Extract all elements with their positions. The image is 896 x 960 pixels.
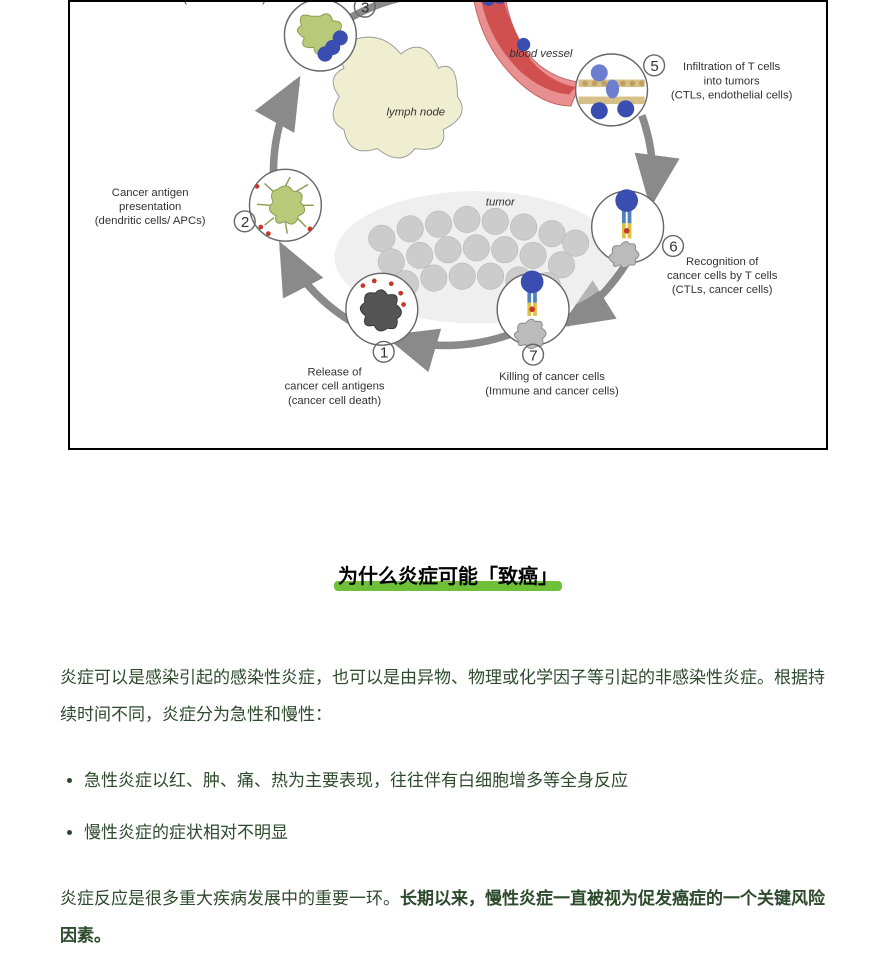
immunity-cycle-diagram: lymph node blood vessel (68, 0, 828, 450)
section-title-wrap: 为什么炎症可能「致癌」 (60, 560, 836, 589)
tumor-label: tumor (486, 196, 516, 208)
paragraph-1: 炎症可以是感染引起的感染性炎症，也可以是由异物、物理或化学因子等引起的非感染性炎… (60, 659, 836, 734)
step-1: 1 Release of cancer cell antigens (cance… (284, 273, 417, 406)
step-1-l1: Release of (307, 366, 362, 378)
blood-vessel-label: blood vessel (509, 48, 572, 60)
apcs-tcells-label: (APCs & T cells) (183, 2, 266, 5)
cycle-svg: lymph node blood vessel (90, 2, 806, 418)
step-5-l3: (CTLs, endothelial cells) (671, 89, 793, 101)
step-7-l2: (Immune and cancer cells) (485, 385, 619, 397)
step-2: 2 Cancer antigen presentation (dendritic… (95, 169, 322, 241)
lymph-node-label: lymph node (387, 106, 446, 118)
step-3-num: 3 (361, 2, 369, 16)
step-1-num: 1 (380, 344, 388, 361)
lymph-node-shape (333, 37, 462, 158)
step-5: 5 Infiltration of T cells into tumors (C… (576, 54, 793, 126)
step-1-l3: (cancer cell death) (288, 395, 381, 407)
step-7-l1: Killing of cancer cells (499, 371, 605, 383)
step-6-l2: cancer cells by T cells (667, 270, 778, 282)
step-6: 6 Recognition of cancer cells by T cells… (592, 189, 778, 296)
paragraph-2: 炎症反应是很多重大疾病发展中的重要一环。长期以来，慢性炎症一直被视为促发癌症的一… (60, 880, 836, 955)
section-title: 为什么炎症可能「致癌」 (334, 560, 562, 589)
step-1-l2: cancer cell antigens (284, 381, 384, 393)
p2-intro: 炎症反应是很多重大疾病发展中的重要一环。 (60, 889, 400, 908)
step-5-l2: into tumors (704, 75, 760, 87)
list-item: 急性炎症以红、肿、痛、热为主要表现，往往伴有白细胞增多等全身反应 (84, 764, 836, 798)
step-2-l3: (dendritic cells/ APCs) (95, 215, 206, 227)
step-2-l2: presentation (119, 201, 181, 213)
step-7-num: 7 (529, 347, 537, 364)
step-6-num: 6 (669, 239, 677, 256)
list-item: 慢性炎症的症状相对不明显 (84, 816, 836, 850)
step-5-l1: Infiltration of T cells (683, 61, 781, 73)
step-6-l1: Recognition of (686, 256, 759, 268)
step-6-l3: (CTLs, cancer cells) (672, 284, 773, 296)
step-5-num: 5 (650, 58, 658, 75)
bullet-list: 急性炎症以红、肿、痛、热为主要表现，往往伴有白细胞增多等全身反应 慢性炎症的症状… (84, 764, 836, 850)
step-2-l1: Cancer antigen (112, 187, 189, 199)
step-2-num: 2 (241, 214, 249, 231)
